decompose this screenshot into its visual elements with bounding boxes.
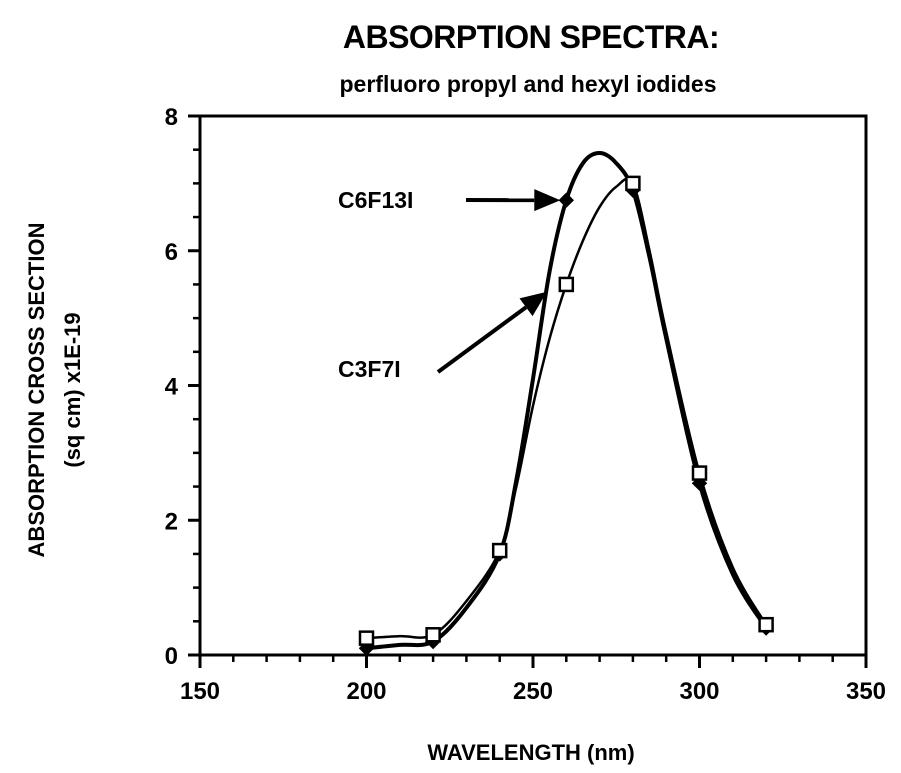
- y-tick-label: 4: [165, 374, 179, 401]
- y-axis-label-group: ABSORPTION CROSS SECTION (sq cm) x1E-19: [24, 223, 85, 558]
- x-tick-label: 250: [513, 678, 553, 705]
- x-axis-label: WAVELENGTH (nm): [427, 740, 634, 765]
- data-point-c3f7i: [758, 616, 774, 633]
- y-axis-label-line1: ABSORPTION CROSS SECTION: [24, 223, 49, 558]
- x-tick-label: 350: [846, 678, 886, 705]
- curves-group: [366, 151, 768, 651]
- data-point-c3f7i: [425, 627, 441, 643]
- y-tick-label: 0: [165, 643, 178, 670]
- y-tick-label: 2: [165, 508, 178, 535]
- data-point-c3f7i: [558, 276, 575, 293]
- axes-group: 150 200 250 300 350 0 2 4 6 8: [165, 104, 886, 705]
- chart-title: ABSORPTION SPECTRA:: [343, 19, 719, 55]
- markers-group: [358, 175, 774, 656]
- x-tick-label: 300: [679, 678, 719, 705]
- y-tick-label: 6: [165, 239, 178, 266]
- arrow-shaft: [436, 305, 528, 374]
- data-point-c3f7i: [491, 542, 508, 559]
- data-point-c6f13i: [558, 192, 575, 208]
- annotation-c3f7i-label: C3F7I: [338, 356, 401, 382]
- series-line-c3f7i: [366, 177, 768, 640]
- arrow-head: [534, 189, 561, 212]
- y-tick-label: 8: [165, 104, 178, 131]
- y-axis-label-line2: (sq cm) x1E-19: [60, 312, 85, 467]
- data-point-c3f7i: [691, 465, 708, 481]
- chart-subtitle: perfluoro propyl and hexyl iodides: [340, 71, 717, 97]
- annotation-c3f7i-arrow: [436, 291, 547, 374]
- arrow-head: [519, 291, 547, 317]
- x-tick-label: 150: [180, 678, 220, 705]
- annotation-c6f13i-label: C6F13I: [338, 187, 413, 213]
- annotation-c6f13i-arrow: [465, 189, 561, 212]
- data-point-c3f7i: [625, 175, 641, 192]
- x-tick-label: 200: [346, 678, 386, 705]
- series-line-c6f13i: [366, 151, 768, 651]
- data-point-c3f7i: [358, 630, 375, 646]
